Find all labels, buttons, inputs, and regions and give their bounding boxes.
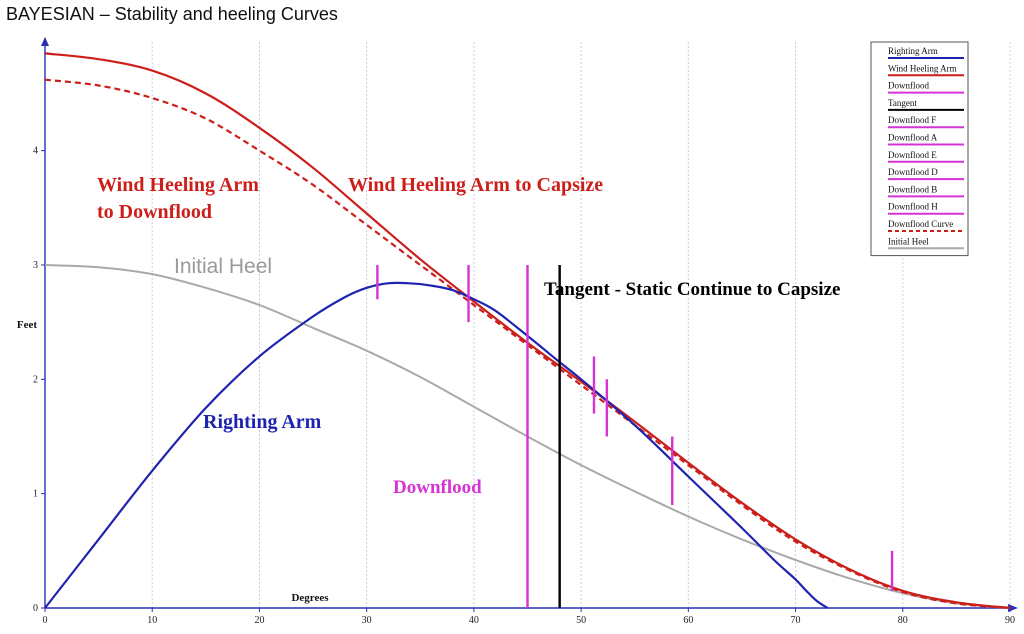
x-tick-label: 80 (898, 615, 908, 626)
x-tick-label: 10 (147, 615, 157, 626)
axes: 0 10 20 30 40 50 60 70 80 90 0 1 2 3 4 Degrees Feet (17, 37, 1018, 626)
legend-entry-label: Downflood H (888, 202, 938, 212)
x-tick-label: 0 (43, 615, 48, 626)
x-tick-label: 20 (254, 615, 264, 626)
legend-entry-label: Downflood Curve (888, 219, 953, 229)
x-tick-label: 60 (683, 615, 693, 626)
legend-entry-label: Righting Arm (888, 46, 938, 56)
legend: Righting Arm Wind Heeling Arm Downflood Tan… (870, 41, 969, 257)
annotation-righting-arm: Righting Arm (203, 411, 322, 433)
x-axis-label: Degrees (291, 592, 329, 604)
y-tick-label: 2 (33, 374, 38, 385)
legend-entry-label: Downflood F (888, 115, 936, 125)
y-tick-label: 4 (33, 146, 38, 157)
legend-entry-label: Tangent (888, 98, 917, 108)
annotation-tangent-static-continue-to-capsize: Tangent - Static Continue to Capsize (544, 279, 840, 300)
page-title: BAYESIAN – Stability and heeling Curves (6, 4, 338, 24)
annotation-wind-heeling-arm-to-capsize: Wind Heeling Arm to Capsize (348, 174, 603, 196)
x-tick-label: 90 (1005, 615, 1015, 626)
legend-entry-label: Wind Heeling Arm (888, 63, 957, 73)
annotation-initial-heel: Initial Heel (174, 255, 272, 278)
annotation-to-downflood: to Downflood (97, 201, 212, 223)
y-tick-label: 3 (33, 260, 38, 271)
annotation-wind-heeling-arm: Wind Heeling Arm (97, 174, 259, 196)
y-axis-arrow (41, 37, 49, 46)
marker-layer (376, 264, 894, 608)
legend-entry-label: Initial Heel (888, 236, 929, 246)
legend-entry-label: Downflood A (888, 133, 938, 143)
annotation-downflood: Downflood (393, 477, 482, 498)
y-tick-label: 0 (33, 603, 38, 614)
legend-entry-label: Downflood B (888, 184, 937, 194)
series-righting-arm (44, 281, 829, 609)
x-tick-label: 70 (791, 615, 801, 626)
annotation-layer: Wind Heeling Arm to Downflood Wind Heeling… (97, 174, 840, 498)
y-axis-label: Feet (17, 319, 37, 331)
x-tick-label: 50 (576, 615, 586, 626)
y-tick-label: 1 (33, 489, 38, 500)
legend-box (870, 41, 969, 257)
legend-entry-label: Downflood D (888, 167, 938, 177)
x-tick-label: 30 (362, 615, 372, 626)
x-tick-label: 40 (469, 615, 479, 626)
legend-entry-label: Downflood (888, 81, 929, 91)
legend-entry-label: Downflood E (888, 150, 937, 160)
